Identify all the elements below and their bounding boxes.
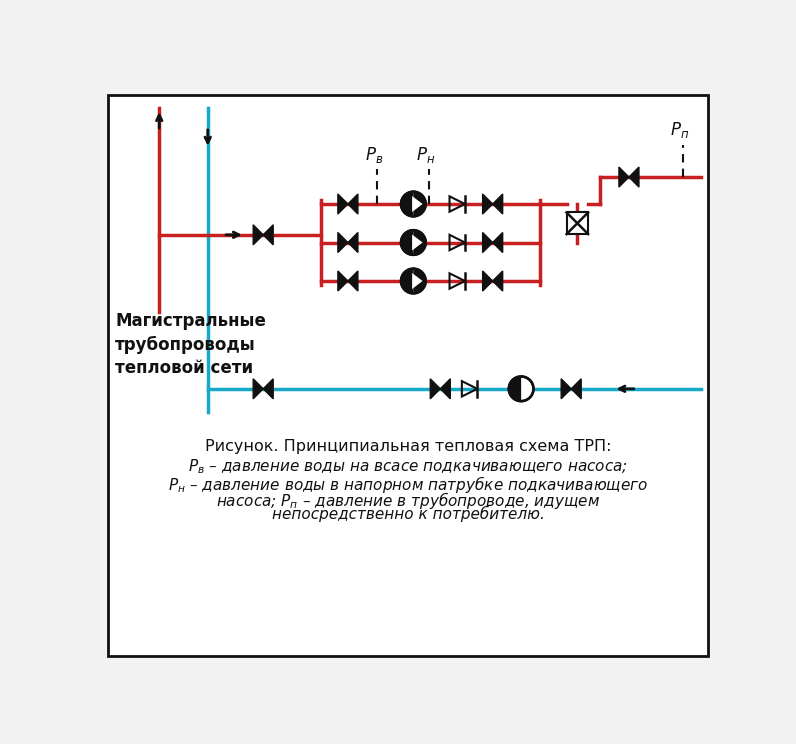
Polygon shape — [348, 271, 358, 291]
Text: Магистральные
трубопроводы
тепловой сети: Магистральные трубопроводы тепловой сети — [115, 312, 266, 377]
Polygon shape — [348, 232, 358, 252]
Text: $P_н$: $P_н$ — [416, 145, 435, 164]
Text: непосредственно к потребителю.: непосредственно к потребителю. — [271, 506, 544, 522]
Wedge shape — [509, 377, 521, 401]
Polygon shape — [572, 379, 581, 399]
Polygon shape — [338, 271, 348, 291]
Polygon shape — [263, 379, 273, 399]
Text: $P_н$ – давление воды в напорном патрубке подкачивающего: $P_н$ – давление воды в напорном патрубк… — [168, 473, 648, 495]
Polygon shape — [412, 273, 423, 289]
Text: насоса; $P_п$ – давление в трубопроводе, идущем: насоса; $P_п$ – давление в трубопроводе,… — [216, 490, 600, 510]
Wedge shape — [401, 231, 413, 254]
Wedge shape — [413, 269, 425, 293]
Wedge shape — [413, 231, 425, 254]
Text: $P_в$: $P_в$ — [365, 145, 383, 164]
Polygon shape — [629, 167, 639, 187]
Circle shape — [401, 192, 426, 217]
Polygon shape — [253, 379, 263, 399]
Polygon shape — [338, 232, 348, 252]
Text: $P_п$: $P_п$ — [670, 120, 689, 140]
Text: Рисунок. Принципиальная тепловая схема ТРП:: Рисунок. Принципиальная тепловая схема Т… — [205, 439, 611, 454]
Wedge shape — [401, 269, 413, 293]
Polygon shape — [493, 194, 502, 214]
Polygon shape — [440, 379, 451, 399]
Polygon shape — [493, 232, 502, 252]
Bar — [567, 213, 588, 234]
Wedge shape — [401, 192, 413, 216]
Polygon shape — [412, 234, 423, 251]
Polygon shape — [338, 194, 348, 214]
Polygon shape — [348, 194, 358, 214]
Circle shape — [509, 376, 533, 401]
Polygon shape — [493, 271, 502, 291]
Polygon shape — [561, 379, 572, 399]
Polygon shape — [482, 232, 493, 252]
Polygon shape — [263, 225, 273, 245]
Polygon shape — [253, 225, 263, 245]
Polygon shape — [431, 379, 440, 399]
Polygon shape — [412, 196, 423, 212]
Wedge shape — [413, 192, 425, 216]
Polygon shape — [482, 194, 493, 214]
Circle shape — [401, 230, 426, 255]
Text: $P_в$ – давление воды на всасе подкачивающего насоса;: $P_в$ – давление воды на всасе подкачива… — [188, 458, 628, 476]
Polygon shape — [482, 271, 493, 291]
Polygon shape — [619, 167, 629, 187]
Circle shape — [401, 269, 426, 293]
